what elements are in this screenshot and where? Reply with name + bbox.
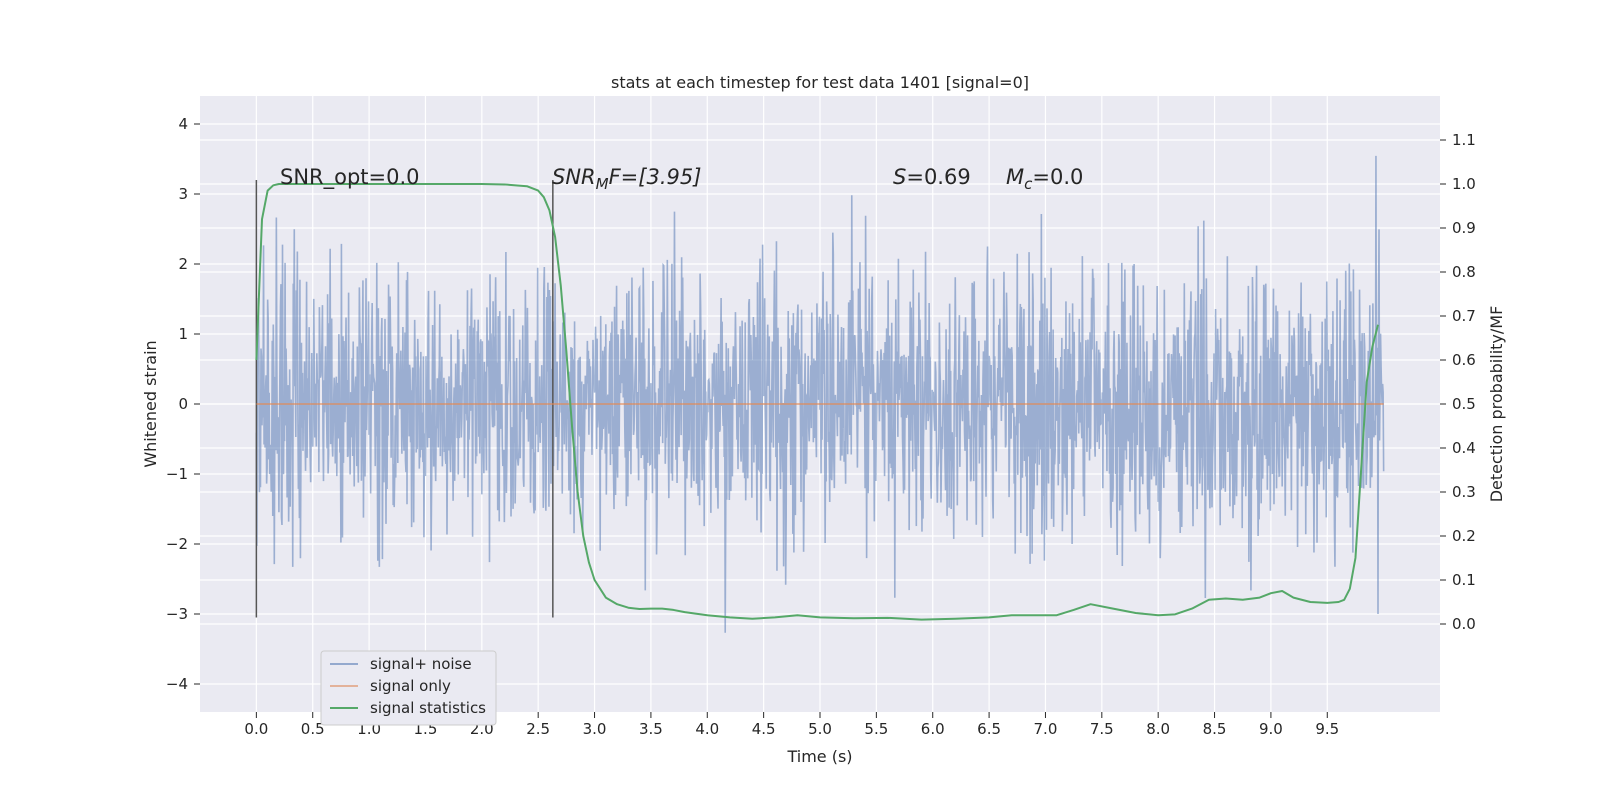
annotation-mc-value: =0.0 — [1032, 165, 1083, 189]
annotation-snr-mf-sub: M — [596, 175, 609, 193]
x-tick-label-7: 3.5 — [639, 720, 663, 738]
x-axis-ticks: 0.0 0.5 1.0 1.5 2.0 2.5 3.0 3.5 4.0 4.5 5.0 5.5 6.0 6… — [244, 712, 1339, 738]
x-axis-label: Time (s) — [786, 747, 852, 766]
annotation-mc-var: M — [1006, 165, 1024, 189]
annotation-s-value: =0.69 — [906, 165, 970, 189]
y2-axis-label: Detection probability/MF — [1487, 306, 1506, 503]
y-tick-label-1: −3 — [166, 605, 188, 623]
x-tick-label-14: 7.0 — [1034, 720, 1058, 738]
x-tick-label-0: 0.0 — [244, 720, 268, 738]
y2-tick-label-4: 0.4 — [1452, 439, 1476, 457]
x-tick-label-19: 9.5 — [1315, 720, 1339, 738]
y2-tick-label-7: 0.7 — [1452, 307, 1476, 325]
x-tick-label-18: 9.0 — [1259, 720, 1283, 738]
y2-tick-label-0: 0.0 — [1452, 615, 1476, 633]
vertical-markers — [255, 180, 554, 618]
y2-tick-label-6: 0.6 — [1452, 351, 1476, 369]
y-tick-label-0: −4 — [166, 675, 188, 693]
y-tick-label-3: −1 — [166, 465, 188, 483]
annotation-snr-mf-main: SNR — [552, 165, 596, 189]
y-tick-label-7: 3 — [178, 185, 188, 203]
y2-tick-label-5: 0.5 — [1452, 395, 1476, 413]
y2-tick-label-3: 0.3 — [1452, 483, 1476, 501]
annotation-s: S=0.69 — [893, 165, 971, 189]
x-tick-label-10: 5.0 — [808, 720, 832, 738]
y-tick-label-6: 2 — [178, 255, 188, 273]
signal-noise-line — [255, 155, 1385, 633]
y2-tick-label-11: 1.1 — [1452, 131, 1476, 149]
x-tick-label-1: 0.5 — [301, 720, 325, 738]
y2-axis-ticks: 0.0 0.1 0.2 0.3 0.4 0.5 0.6 0.7 0.8 0.9 1.0 1.1 — [1440, 131, 1476, 633]
annotation-snr-opt: SNR_opt=0.0 — [280, 165, 420, 190]
annotation-mc-sub: c — [1024, 175, 1033, 193]
series-signal-noise — [255, 155, 1385, 633]
x-tick-label-9: 4.5 — [752, 720, 776, 738]
y-axis-label: Whitened strain — [141, 340, 160, 467]
x-tick-label-13: 6.5 — [977, 720, 1001, 738]
x-tick-label-17: 8.5 — [1203, 720, 1227, 738]
y2-tick-label-1: 0.1 — [1452, 571, 1476, 589]
x-tick-label-6: 3.0 — [583, 720, 607, 738]
signal-statistics-line — [255, 183, 1379, 621]
y2-tick-label-10: 1.0 — [1452, 175, 1476, 193]
annotation-mc: Mc=0.0 — [1006, 165, 1083, 193]
annotation-s-var: S — [893, 165, 906, 189]
legend-label-signal-statistics: signal statistics — [370, 699, 486, 717]
y-tick-label-8: 4 — [178, 115, 188, 133]
x-tick-label-8: 4.0 — [695, 720, 719, 738]
y-tick-label-2: −2 — [166, 535, 188, 553]
x-tick-label-15: 7.5 — [1090, 720, 1114, 738]
legend-box — [320, 650, 497, 726]
y2-tick-label-9: 0.9 — [1452, 219, 1476, 237]
y-tick-label-5: 1 — [178, 325, 188, 343]
y2-tick-label-8: 0.8 — [1452, 263, 1476, 281]
annotation-snr-mf: SNRMF=[3.95] — [552, 165, 701, 193]
annotations: SNR_opt=0.0 SNRMF=[3.95] S=0.69 Mc=0.0 — [280, 165, 1083, 193]
x-tick-label-12: 6.0 — [921, 720, 945, 738]
annotation-snr-mf-rest: F=[3.95] — [609, 165, 702, 189]
y-tick-label-4: 0 — [178, 395, 188, 413]
legend-label-signal-only: signal only — [370, 677, 451, 695]
series-signal-statistics — [255, 183, 1379, 621]
legend-label-signal-noise: signal+ noise — [370, 655, 472, 673]
chart-title: stats at each timestep for test data 140… — [611, 73, 1029, 92]
x-tick-label-16: 8.0 — [1146, 720, 1170, 738]
x-tick-label-11: 5.5 — [864, 720, 888, 738]
y-axis-ticks: −4 −3 −2 −1 0 1 2 3 4 — [166, 115, 200, 693]
y2-tick-label-2: 0.2 — [1452, 527, 1476, 545]
legend: signal+ noise signal only signal statist… — [320, 650, 497, 726]
x-tick-label-5: 2.5 — [526, 720, 550, 738]
